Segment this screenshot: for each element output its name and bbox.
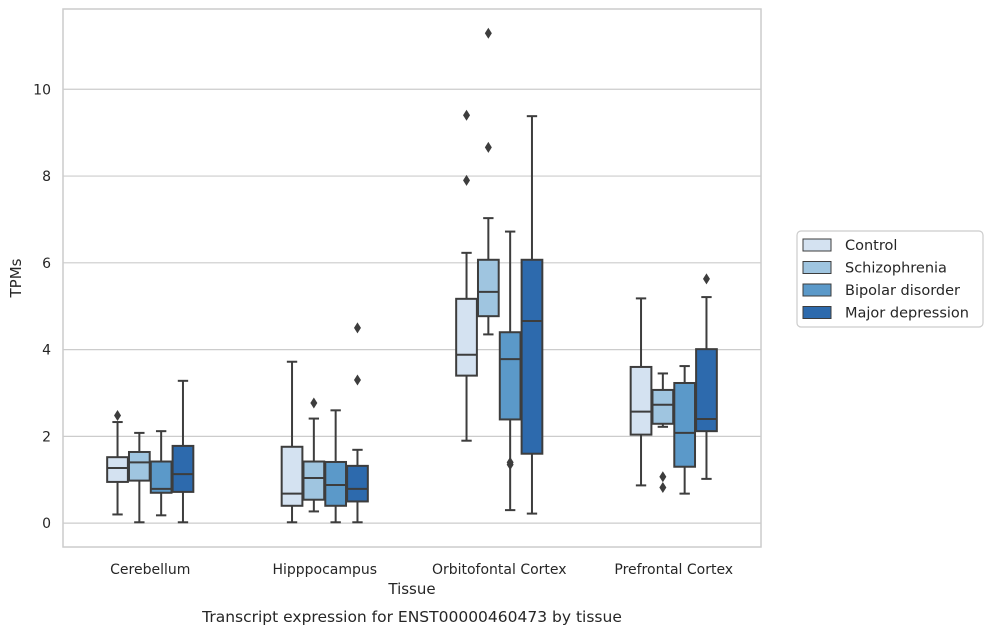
box-body bbox=[455, 297, 478, 377]
box-body bbox=[127, 450, 151, 482]
box-1-0 bbox=[280, 360, 304, 524]
y-tick-label: 2 bbox=[42, 429, 51, 445]
box-body bbox=[149, 460, 173, 494]
box-body bbox=[476, 258, 500, 318]
box-3-3 bbox=[695, 273, 718, 480]
x-tick-label: Orbitofontal Cortex bbox=[432, 562, 567, 578]
box-body bbox=[629, 365, 653, 436]
y-tick-label: 8 bbox=[42, 169, 51, 185]
box-body bbox=[346, 464, 369, 503]
outlier-point bbox=[353, 374, 361, 386]
outlier-point bbox=[114, 410, 122, 422]
y-tick-labels: 0 2 4 6 8 10 bbox=[33, 82, 51, 532]
box-2-3 bbox=[520, 115, 544, 515]
box-body bbox=[324, 460, 348, 507]
box-body bbox=[171, 444, 195, 493]
box-1-3 bbox=[346, 322, 369, 524]
box-1-2 bbox=[324, 409, 348, 524]
outlier-point bbox=[702, 273, 710, 285]
box-0-0 bbox=[106, 410, 129, 516]
outlier-point bbox=[484, 141, 492, 153]
outlier-point bbox=[484, 27, 492, 39]
outlier-point bbox=[310, 397, 318, 409]
box-body bbox=[673, 381, 697, 468]
legend-frame bbox=[796, 230, 984, 328]
y-tick-label: 6 bbox=[42, 256, 51, 272]
outlier-point bbox=[463, 174, 471, 186]
box-1-1 bbox=[302, 397, 326, 513]
x-tick-label: Cerebellum bbox=[110, 562, 190, 578]
x-tick-label: Hipppocampus bbox=[272, 562, 377, 578]
outlier-point bbox=[506, 456, 514, 468]
box-body bbox=[302, 460, 326, 501]
box-groups bbox=[106, 27, 718, 524]
box-3-1 bbox=[651, 372, 675, 494]
legend-swatch bbox=[802, 283, 832, 297]
box-2-1 bbox=[476, 27, 500, 336]
box-0-3 bbox=[171, 379, 195, 524]
x-tick-label: Prefrontal Cortex bbox=[614, 562, 733, 578]
outlier-point bbox=[463, 109, 471, 121]
legend-swatch bbox=[802, 306, 832, 319]
box-3-2 bbox=[673, 365, 697, 495]
outlier-point bbox=[659, 482, 667, 494]
box-body bbox=[520, 258, 544, 455]
box-0-1 bbox=[127, 431, 151, 524]
box-body bbox=[106, 456, 129, 483]
box-3-0 bbox=[629, 297, 653, 487]
x-tick-labels: Cerebellum Hipppocampus Orbitofontal Corte… bbox=[110, 562, 733, 578]
box-body bbox=[498, 331, 522, 421]
legend-swatch bbox=[802, 261, 832, 274]
legend-label: Bipolar disorder bbox=[845, 283, 960, 299]
legend-swatch bbox=[802, 238, 832, 252]
figure-caption: Transcript expression for ENST0000046047… bbox=[201, 608, 622, 626]
box-body bbox=[280, 445, 304, 507]
y-tick-label: 0 bbox=[42, 516, 51, 532]
box-body bbox=[695, 348, 718, 433]
y-axis-label: TPMs bbox=[7, 258, 25, 298]
x-axis-label: Tissue bbox=[387, 580, 435, 598]
box-0-2 bbox=[149, 430, 173, 517]
legend-label: Control bbox=[845, 238, 897, 254]
y-tick-label: 10 bbox=[33, 82, 51, 98]
outlier-point bbox=[353, 322, 361, 334]
outlier-point bbox=[659, 471, 667, 483]
plot-frame bbox=[62, 8, 762, 548]
legend-label: Schizophrenia bbox=[845, 261, 947, 277]
box-body bbox=[651, 388, 675, 425]
legend-label: Major depression bbox=[845, 306, 969, 322]
y-tick-label: 4 bbox=[42, 343, 51, 359]
box-2-0 bbox=[455, 109, 478, 442]
legend: Control Schizophrenia Bipolar disorder Majo… bbox=[796, 230, 984, 328]
box-2-2 bbox=[498, 230, 522, 512]
